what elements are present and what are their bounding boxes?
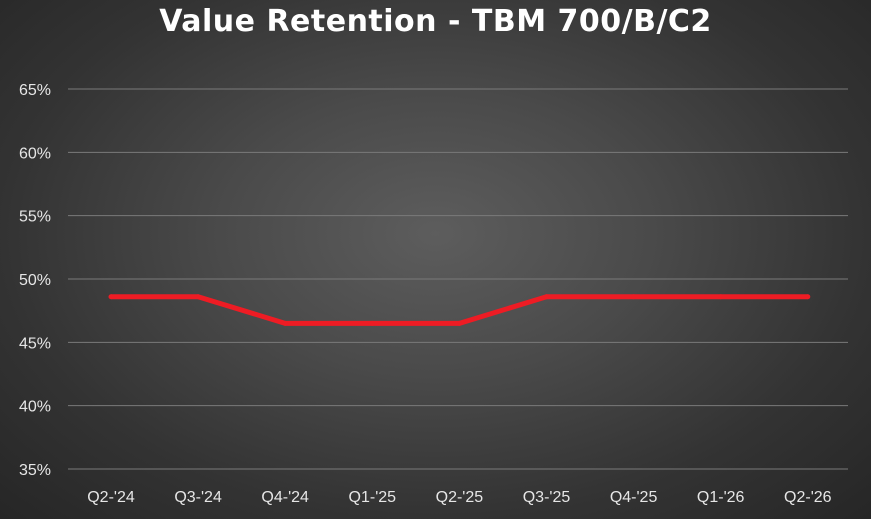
data-point xyxy=(195,294,201,300)
x-tick-label: Q3-'25 xyxy=(523,489,571,506)
x-tick-label: Q3-'24 xyxy=(174,489,222,506)
series-layer xyxy=(108,294,811,326)
data-point xyxy=(805,294,811,300)
x-tick-label: Q4-'24 xyxy=(261,489,309,506)
x-tick-label: Q1-'26 xyxy=(697,489,745,506)
x-tick-label: Q4-'25 xyxy=(610,489,658,506)
y-tick-label: 60% xyxy=(19,145,51,162)
x-tick-label: Q2-'24 xyxy=(87,489,135,506)
y-tick-label: 35% xyxy=(19,462,51,479)
x-tick-label: Q2-'26 xyxy=(784,489,832,506)
data-point xyxy=(456,320,462,326)
data-point xyxy=(108,294,114,300)
y-axis-tick-labels: 35% 40% 45% 50% 55% 60% 65% xyxy=(19,82,51,479)
gridlines xyxy=(68,88,848,470)
y-tick-label: 55% xyxy=(19,209,51,226)
series-line xyxy=(111,294,808,326)
y-tick-label: 45% xyxy=(19,335,51,352)
y-tick-label: 65% xyxy=(19,82,51,99)
y-tick-label: 50% xyxy=(19,272,51,289)
data-point xyxy=(369,320,375,326)
data-point xyxy=(631,294,637,300)
y-tick-label: 40% xyxy=(19,399,51,416)
data-point xyxy=(544,294,549,300)
x-tick-label: Q2-'25 xyxy=(436,489,484,506)
x-axis-tick-labels: Q2-'24 Q3-'24 Q4-'24 Q1-'25 Q2-'25 Q3-'25 Q4-'… xyxy=(87,489,831,506)
chart-title: Value Retention - TBM 700/B/C2 xyxy=(159,4,712,39)
data-point xyxy=(282,320,288,326)
x-tick-label: Q1-'25 xyxy=(349,489,397,506)
data-point xyxy=(718,294,724,300)
